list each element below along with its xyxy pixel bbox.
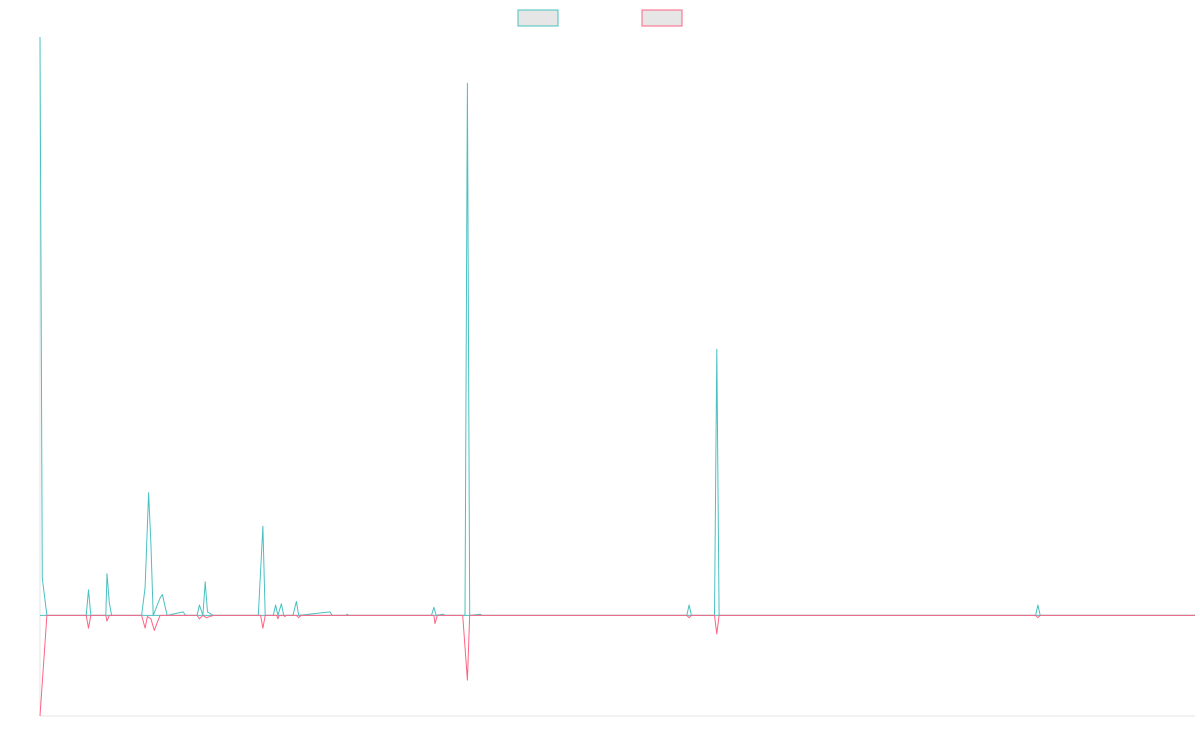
series-line-1 xyxy=(39,36,1195,616)
series-layer xyxy=(39,36,1195,717)
legend-swatch-2[interactable] xyxy=(641,9,683,27)
series-line-2 xyxy=(39,614,1195,717)
axes xyxy=(39,37,1195,717)
legend xyxy=(517,9,683,27)
legend-swatch-1[interactable] xyxy=(517,9,559,27)
